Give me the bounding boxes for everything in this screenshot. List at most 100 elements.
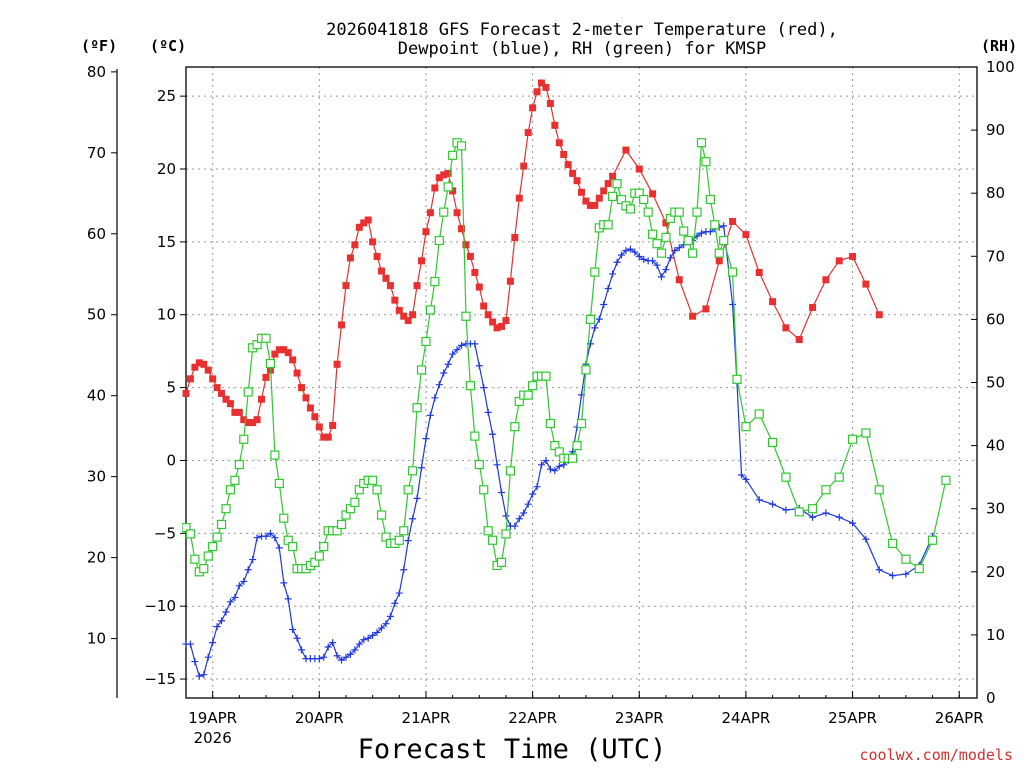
temperature-point bbox=[498, 322, 506, 330]
temperature-point bbox=[280, 346, 288, 354]
rh-point bbox=[376, 510, 387, 520]
temperature-point bbox=[311, 413, 319, 421]
rh-point bbox=[288, 541, 298, 552]
dewpoint-point bbox=[889, 572, 897, 580]
temperature-point bbox=[195, 359, 203, 367]
rh-point bbox=[696, 138, 707, 148]
rh-point bbox=[185, 529, 196, 539]
rh-point bbox=[692, 207, 702, 217]
dewpoint-point bbox=[600, 301, 608, 309]
temperature-point bbox=[515, 194, 523, 202]
fahrenheit-tick-label: 10 bbox=[87, 630, 106, 648]
dewpoint-point bbox=[395, 589, 403, 597]
rh-tick-label: 100 bbox=[986, 58, 1015, 76]
rh-point bbox=[265, 358, 276, 369]
temperature-point bbox=[622, 146, 630, 154]
temperature-point bbox=[298, 384, 306, 392]
x-tick-sublabel: 2026 bbox=[194, 729, 232, 747]
temperature-point bbox=[386, 282, 394, 290]
dewpoint-point bbox=[266, 529, 274, 537]
dewpoint-point bbox=[546, 465, 554, 473]
temperature-point bbox=[249, 419, 257, 427]
temperature-point bbox=[529, 104, 537, 112]
temperature-point bbox=[382, 274, 390, 282]
temperature-point bbox=[271, 350, 279, 358]
temperature-point bbox=[458, 225, 466, 233]
temperature-point bbox=[600, 187, 608, 195]
dewpoint-point bbox=[324, 643, 332, 651]
dewpoint-point bbox=[755, 496, 763, 504]
dewpoint-point bbox=[413, 494, 421, 502]
temperature-point bbox=[346, 254, 354, 262]
rh-point bbox=[239, 434, 249, 444]
dewpoint-point bbox=[666, 254, 674, 262]
dewpoint-point bbox=[498, 489, 506, 497]
rh-point bbox=[243, 387, 253, 397]
rh-point bbox=[421, 336, 431, 347]
celsius-tick-label: −5 bbox=[154, 524, 176, 542]
dewpoint-point bbox=[422, 435, 430, 443]
temperature-point bbox=[200, 360, 208, 368]
temperature-point bbox=[715, 257, 723, 265]
dewpoint-point bbox=[515, 515, 523, 523]
dewpoint-point bbox=[782, 506, 790, 514]
dewpoint-point bbox=[542, 456, 550, 464]
dewpoint-point bbox=[373, 628, 381, 636]
dewpoint-point bbox=[555, 462, 563, 470]
fahrenheit-tick-label: 70 bbox=[87, 144, 106, 162]
fahrenheit-unit-label: (ºF) bbox=[81, 37, 117, 55]
rh-point bbox=[465, 381, 476, 391]
dewpoint-point bbox=[418, 464, 426, 472]
chart-title-line-2: Dewpoint (blue), RH (green) for KMSP bbox=[398, 39, 766, 59]
dewpoint-point bbox=[289, 626, 297, 634]
dewpoint-point bbox=[204, 653, 212, 661]
temperature-point bbox=[333, 360, 341, 368]
rh-point bbox=[372, 485, 382, 495]
temperature-point bbox=[475, 283, 483, 291]
rh-point bbox=[683, 235, 693, 246]
dewpoint-point bbox=[595, 315, 603, 323]
dewpoint-point bbox=[275, 544, 283, 552]
temperature-point bbox=[426, 209, 434, 217]
rh-line bbox=[185, 141, 947, 573]
rh-point bbox=[572, 441, 582, 451]
x-tick-label: 25APR bbox=[828, 709, 877, 727]
rh-point bbox=[861, 428, 871, 438]
dewpoint-point bbox=[435, 381, 443, 389]
dewpoint-point bbox=[431, 394, 439, 402]
plot-frame bbox=[185, 66, 978, 699]
temperature-point bbox=[373, 252, 381, 260]
dewpoint-point bbox=[342, 653, 350, 661]
dewpoint-point bbox=[240, 577, 248, 585]
rh-point bbox=[336, 519, 347, 530]
dewpoint-point bbox=[249, 556, 257, 564]
rh-point bbox=[585, 314, 595, 324]
rh-point bbox=[603, 220, 613, 230]
temperature-point bbox=[573, 177, 581, 185]
dewpoint-point bbox=[338, 656, 346, 664]
rh-point bbox=[368, 475, 378, 485]
celsius-tick-label: −15 bbox=[144, 670, 176, 688]
dewpoint-point bbox=[378, 624, 386, 632]
rh-point bbox=[216, 519, 227, 530]
temperature-point bbox=[329, 421, 337, 429]
temperature-point bbox=[444, 169, 452, 177]
rh-point bbox=[448, 150, 458, 160]
temperature-point bbox=[542, 83, 550, 91]
dewpoint-point bbox=[613, 258, 621, 266]
fahrenheit-tick-label: 40 bbox=[87, 387, 106, 405]
dewpoint-point bbox=[298, 646, 306, 654]
rh-point bbox=[190, 554, 200, 564]
temperature-point bbox=[560, 150, 568, 158]
dewpoint-point bbox=[346, 650, 354, 658]
temperature-point bbox=[209, 375, 217, 383]
temperature-point bbox=[471, 268, 479, 276]
dewpoint-point bbox=[186, 640, 194, 648]
rh-point bbox=[523, 390, 533, 400]
rh-point bbox=[674, 207, 684, 217]
rh-point bbox=[648, 229, 658, 239]
rh-point bbox=[203, 551, 213, 561]
temperature-point bbox=[822, 276, 830, 284]
temperature-point bbox=[578, 188, 585, 196]
rh-tick-label: 70 bbox=[986, 247, 1005, 265]
